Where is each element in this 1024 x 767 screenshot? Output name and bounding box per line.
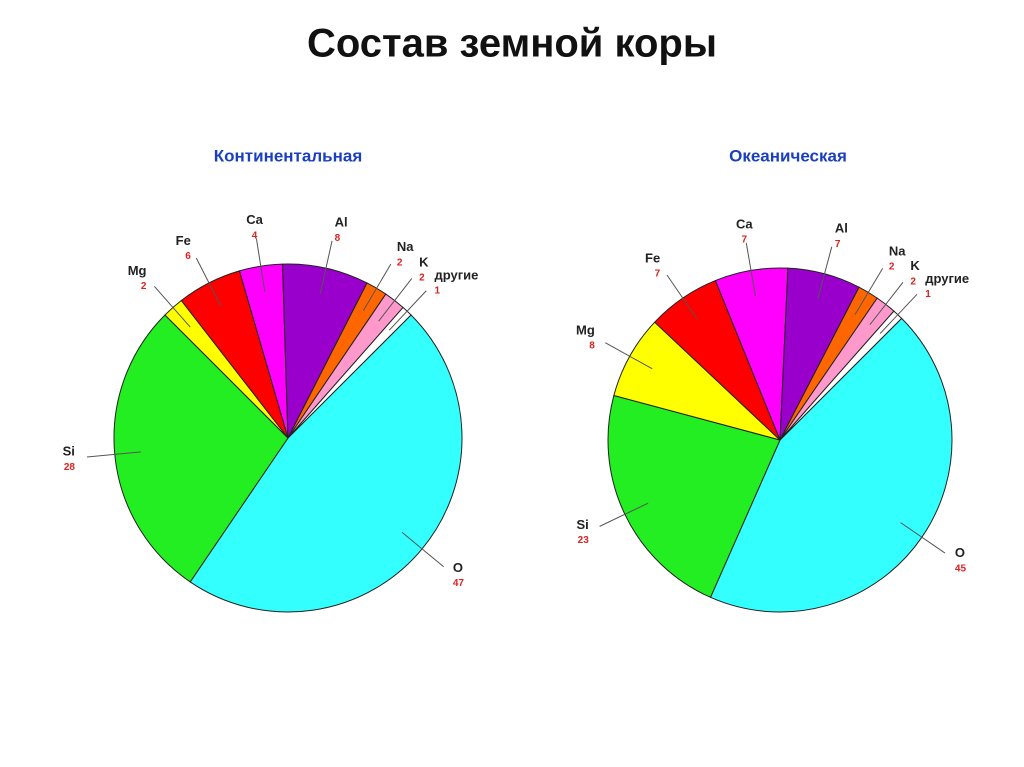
slice-value: 1 (434, 286, 440, 297)
slice-label: K (910, 258, 920, 273)
slice-value: 2 (419, 273, 425, 284)
slice-value: 2 (141, 281, 147, 292)
slice-label: Si (576, 517, 588, 532)
slice-value: 1 (925, 289, 931, 300)
slice-value: 47 (453, 578, 465, 589)
slice-label: Si (63, 444, 75, 459)
slice-value: 28 (64, 462, 76, 473)
slice-label: Na (397, 239, 414, 254)
pie-title: Континентальная (214, 146, 362, 165)
slice-label: Fe (176, 233, 191, 248)
leader-line (745, 242, 756, 296)
slice-value: 8 (589, 340, 595, 351)
leader-line (319, 240, 333, 294)
slice-value: 45 (955, 563, 967, 574)
leader-line (195, 257, 222, 307)
leader-line (154, 286, 191, 328)
leader-line (255, 238, 266, 292)
leader-line (869, 281, 904, 326)
leader-line (817, 246, 833, 299)
slice-value: 2 (889, 262, 895, 273)
slice-value: 2 (397, 257, 403, 268)
slice-label: K (419, 254, 429, 269)
slice-value: 6 (185, 251, 191, 262)
slice-value: 8 (335, 233, 341, 244)
slice-value: 7 (835, 239, 841, 250)
slice-label: Mg (576, 322, 595, 337)
slice-value: 7 (655, 269, 661, 280)
slice-label: O (955, 545, 965, 560)
leader-line (86, 451, 141, 458)
slice-label: другие (434, 267, 478, 282)
leader-line (599, 502, 649, 527)
leader-line (378, 278, 413, 322)
slice-label: Fe (645, 251, 660, 266)
slice-label: Ca (246, 212, 263, 227)
leader-line (388, 290, 427, 331)
slice-value: 2 (910, 276, 916, 287)
leader-line (401, 531, 444, 568)
slice-label: Ca (736, 216, 753, 231)
slice-label: O (453, 560, 463, 575)
slice-label: Na (889, 243, 906, 258)
slice-label: Mg (128, 263, 147, 278)
leader-line (879, 293, 918, 334)
pie-title: Океаническая (729, 146, 847, 165)
leader-line (854, 268, 884, 315)
leader-line (900, 522, 946, 554)
page-title: Состав земной коры (307, 22, 717, 66)
slice-value: 7 (741, 235, 747, 246)
slice-value: 4 (252, 230, 258, 241)
leader-line (362, 263, 392, 311)
leader-line (666, 274, 698, 320)
slice-value: 23 (578, 535, 590, 546)
slice-label: другие (925, 271, 969, 286)
slice-label: Al (335, 215, 348, 230)
slice-label: Al (835, 221, 848, 236)
leader-line (605, 342, 653, 370)
